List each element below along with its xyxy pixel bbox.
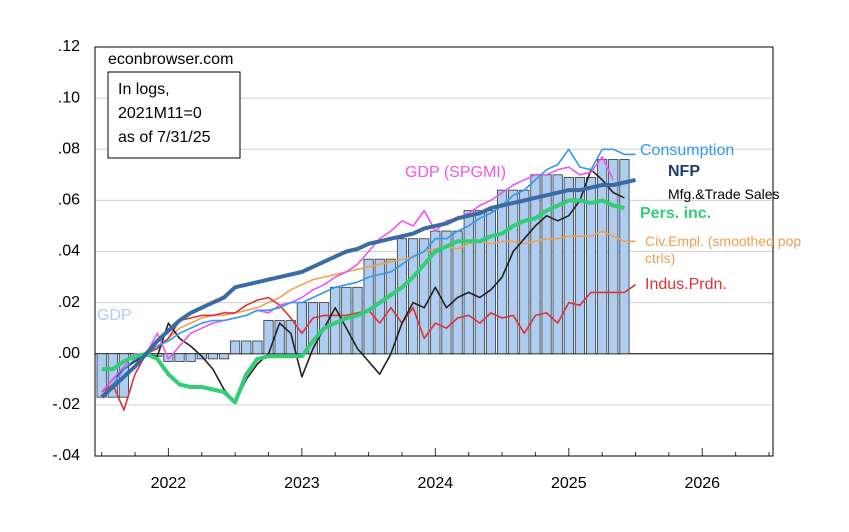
annotation: In logs,: [118, 81, 170, 98]
plot-frame: [94, 46, 774, 457]
bar: [252, 340, 263, 355]
y-tick-label: -.04: [52, 447, 80, 464]
y-tick-label: .12: [58, 38, 80, 55]
bar: [396, 238, 408, 355]
x-tick-label: 2025: [551, 475, 587, 492]
bar: [463, 210, 474, 355]
series-label: Indus.Prdn.: [645, 276, 727, 293]
bar: [608, 159, 619, 355]
bar: [352, 286, 363, 355]
bar: [96, 353, 107, 398]
series-label: Mfg.&Trade Sales: [668, 186, 780, 202]
series-line: [101, 148, 636, 398]
bar: [230, 340, 241, 355]
x-tick-label: 2024: [418, 475, 454, 492]
series-label: GDP (SPGMI): [405, 164, 507, 181]
bar: [241, 340, 252, 355]
bar: [185, 353, 196, 362]
bar: [496, 189, 508, 355]
bar: [263, 320, 274, 355]
bar: [408, 238, 419, 355]
y-tick-label: .04: [58, 243, 80, 260]
bar: [207, 353, 218, 360]
x-tick-label: 2022: [151, 475, 187, 492]
series-line: [101, 198, 625, 405]
y-tick-label: .02: [58, 294, 80, 311]
bar: [541, 174, 552, 355]
bar: [474, 210, 485, 355]
series-label: Consumption: [640, 142, 735, 159]
series-line: [101, 168, 625, 404]
bar: [218, 353, 230, 360]
x-tick-label: 2023: [284, 475, 320, 492]
x-tick-label: 2026: [684, 475, 720, 492]
series-line: [101, 156, 615, 393]
series-line: [101, 230, 636, 398]
series-label: Civ.Empl. (smoothed pop ctrls): [645, 233, 802, 266]
bar: [530, 174, 541, 355]
bar: [441, 230, 452, 355]
bar: [585, 176, 597, 355]
bar: [419, 238, 430, 355]
y-tick-label: .00: [58, 345, 80, 362]
bar: [174, 353, 185, 362]
series-label: GDP: [97, 307, 132, 324]
bar: [285, 320, 296, 355]
bar: [619, 159, 630, 355]
series-line: [100, 177, 636, 399]
y-tick-label: .08: [58, 140, 80, 157]
bar: [563, 176, 574, 355]
bar: [552, 174, 563, 355]
bar: [485, 210, 497, 355]
series-label: NFP: [668, 163, 700, 180]
annotation: 2021M11=0: [118, 105, 202, 122]
source: econbrowser.com: [108, 51, 233, 68]
bar: [597, 159, 608, 355]
y-tick-label: -.02: [52, 396, 80, 413]
series-label: Pers. inc.: [640, 205, 712, 222]
annotation-box: [107, 71, 241, 159]
annotation: as of 7/31/25: [118, 129, 211, 146]
bar: [508, 189, 519, 355]
y-tick-label: .06: [58, 192, 80, 209]
bar: [574, 176, 585, 355]
bar: [307, 302, 319, 355]
y-tick-label: .10: [58, 89, 80, 106]
